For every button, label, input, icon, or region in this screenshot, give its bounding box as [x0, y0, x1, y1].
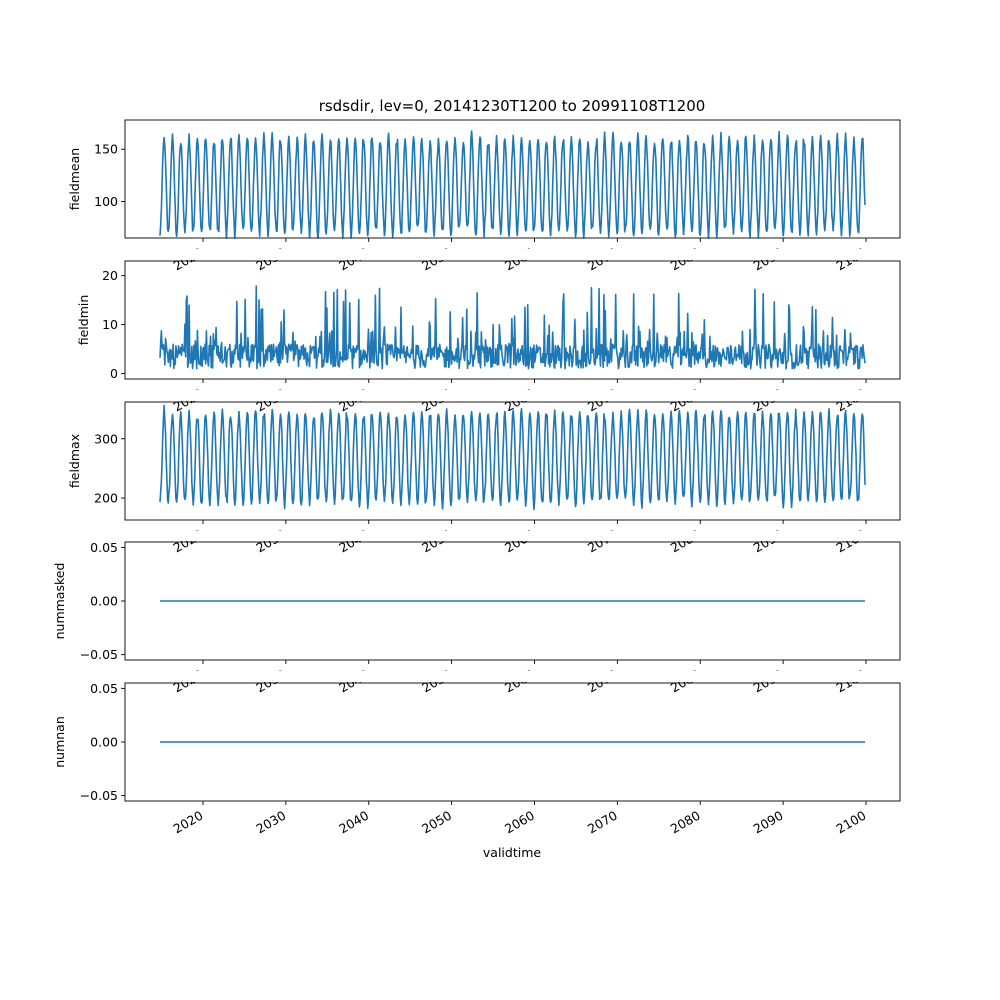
- x-tick-label: 2060: [502, 808, 537, 837]
- series-line-fieldmean: [159, 130, 866, 239]
- x-tick-label: 2080: [668, 808, 703, 837]
- label-clip-strip: [145, 671, 920, 682]
- x-tick-label: 2100: [833, 527, 868, 556]
- y-tick-label: 10: [102, 317, 118, 332]
- axes-frame-fieldmin: [124, 260, 901, 380]
- x-tick-label: 2040: [336, 808, 371, 837]
- x-axis-label: validtime: [483, 845, 541, 860]
- y-tick-label: −0.05: [80, 788, 118, 803]
- y-tick-label: 0.00: [90, 735, 118, 750]
- x-tick-label: 2070: [585, 808, 620, 837]
- x-tick-label: 2020: [170, 808, 205, 837]
- chart-title: rsdsdir, lev=0, 20141230T1200 to 2099110…: [319, 97, 706, 115]
- panels: 100150fieldmean2020203020402050206020702…: [52, 119, 920, 837]
- y-axis-label-fieldmin: fieldmin: [76, 295, 91, 346]
- x-tick-label: 2050: [419, 527, 454, 556]
- x-tick-label: 2050: [419, 808, 454, 837]
- x-tick-label: 2040: [336, 527, 371, 556]
- y-tick-label: 300: [94, 431, 118, 446]
- y-axis-label-numnan: numnan: [52, 716, 67, 768]
- y-tick-label: 100: [94, 194, 118, 209]
- axes-frame-fieldmean: [124, 119, 901, 239]
- y-tick-label: 200: [94, 491, 118, 506]
- series-line-fieldmin: [159, 285, 866, 370]
- x-tick-label: 2070: [585, 527, 620, 556]
- y-tick-label: 0: [110, 366, 118, 381]
- x-tick-label: 2090: [751, 808, 786, 837]
- y-tick-label: 0.00: [90, 594, 118, 609]
- y-tick-label: −0.05: [80, 647, 118, 662]
- x-tick-label: 2080: [668, 527, 703, 556]
- axes-frame-fieldmax: [124, 401, 901, 521]
- y-tick-label: 150: [94, 142, 118, 157]
- x-tick-label: 2060: [502, 527, 537, 556]
- label-clip-strip: [145, 249, 920, 260]
- y-tick-label: 20: [102, 268, 118, 283]
- label-clip-strip: [145, 390, 920, 401]
- x-tick-label: 2090: [751, 527, 786, 556]
- label-clip-strip: [145, 531, 920, 541]
- y-axis-label-nummasked: nummasked: [52, 563, 67, 640]
- series-line-fieldmax: [159, 404, 866, 511]
- x-tick-label: 2020: [170, 527, 205, 556]
- x-tick-label: 2030: [253, 808, 288, 837]
- y-tick-label: 0.05: [90, 681, 118, 696]
- y-axis-label-fieldmean: fieldmean: [67, 148, 82, 210]
- x-tick-label: 2100: [833, 808, 868, 837]
- y-tick-label: 0.05: [90, 540, 118, 555]
- y-axis-label-fieldmax: fieldmax: [67, 434, 82, 488]
- x-tick-label: 2030: [253, 527, 288, 556]
- panel-numnan: −0.05 0.00 0.05 numnan 2020 2030 2040 2050 2060 2…: [52, 681, 901, 837]
